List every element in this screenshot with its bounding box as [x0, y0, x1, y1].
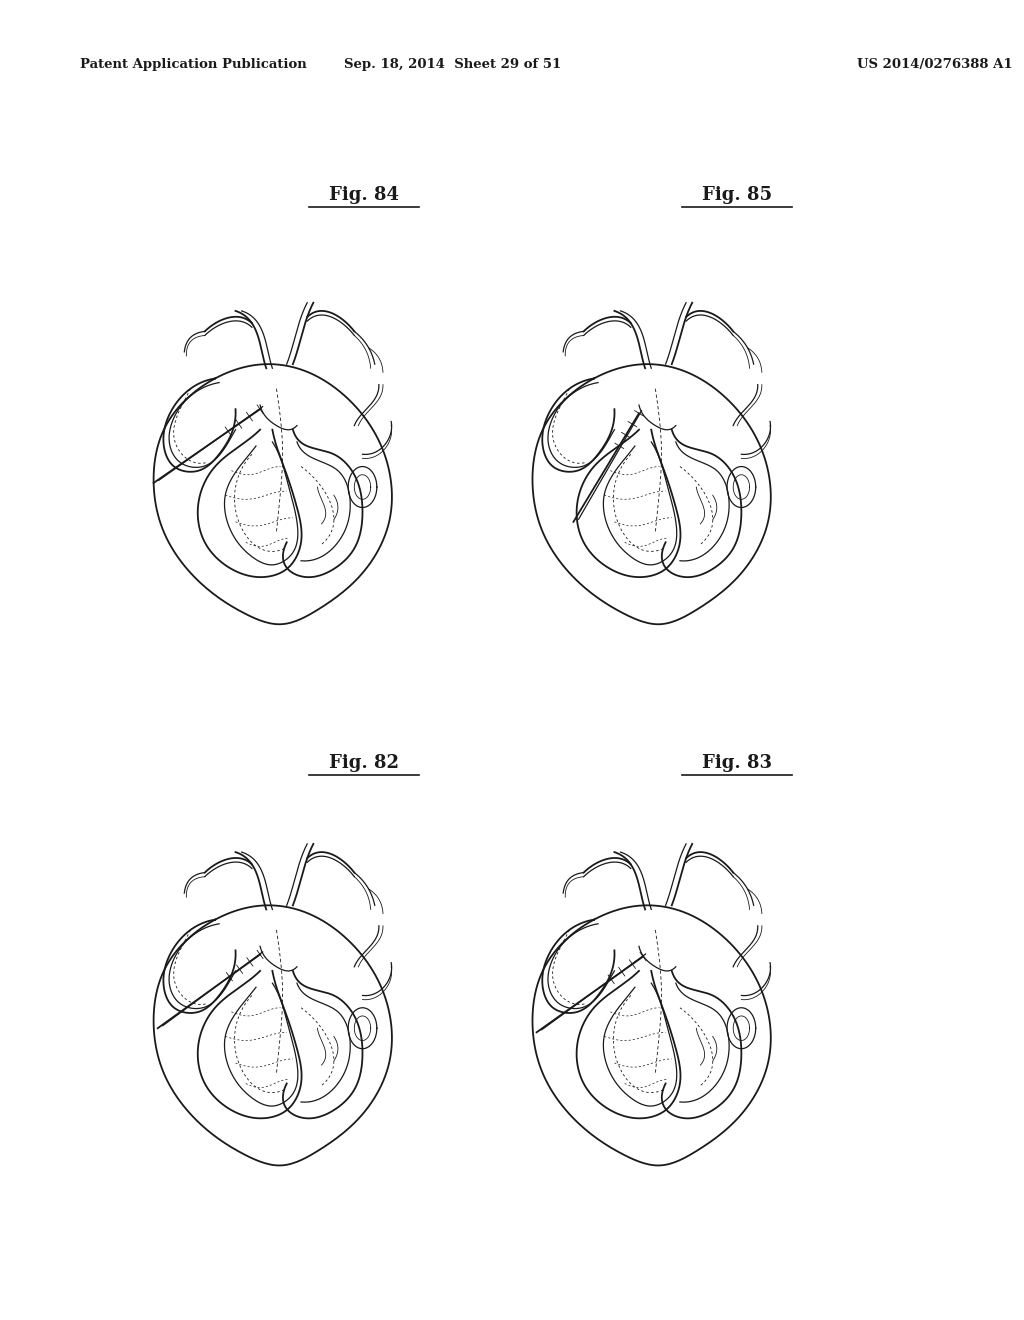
Text: Fig. 82: Fig. 82 — [329, 754, 398, 772]
Text: Fig. 83: Fig. 83 — [702, 754, 772, 772]
Text: Patent Application Publication: Patent Application Publication — [80, 58, 307, 70]
Text: Fig. 85: Fig. 85 — [702, 186, 772, 205]
Text: Sep. 18, 2014  Sheet 29 of 51: Sep. 18, 2014 Sheet 29 of 51 — [344, 58, 561, 70]
Text: Fig. 84: Fig. 84 — [329, 186, 398, 205]
Text: US 2014/0276388 A1: US 2014/0276388 A1 — [857, 58, 1013, 70]
